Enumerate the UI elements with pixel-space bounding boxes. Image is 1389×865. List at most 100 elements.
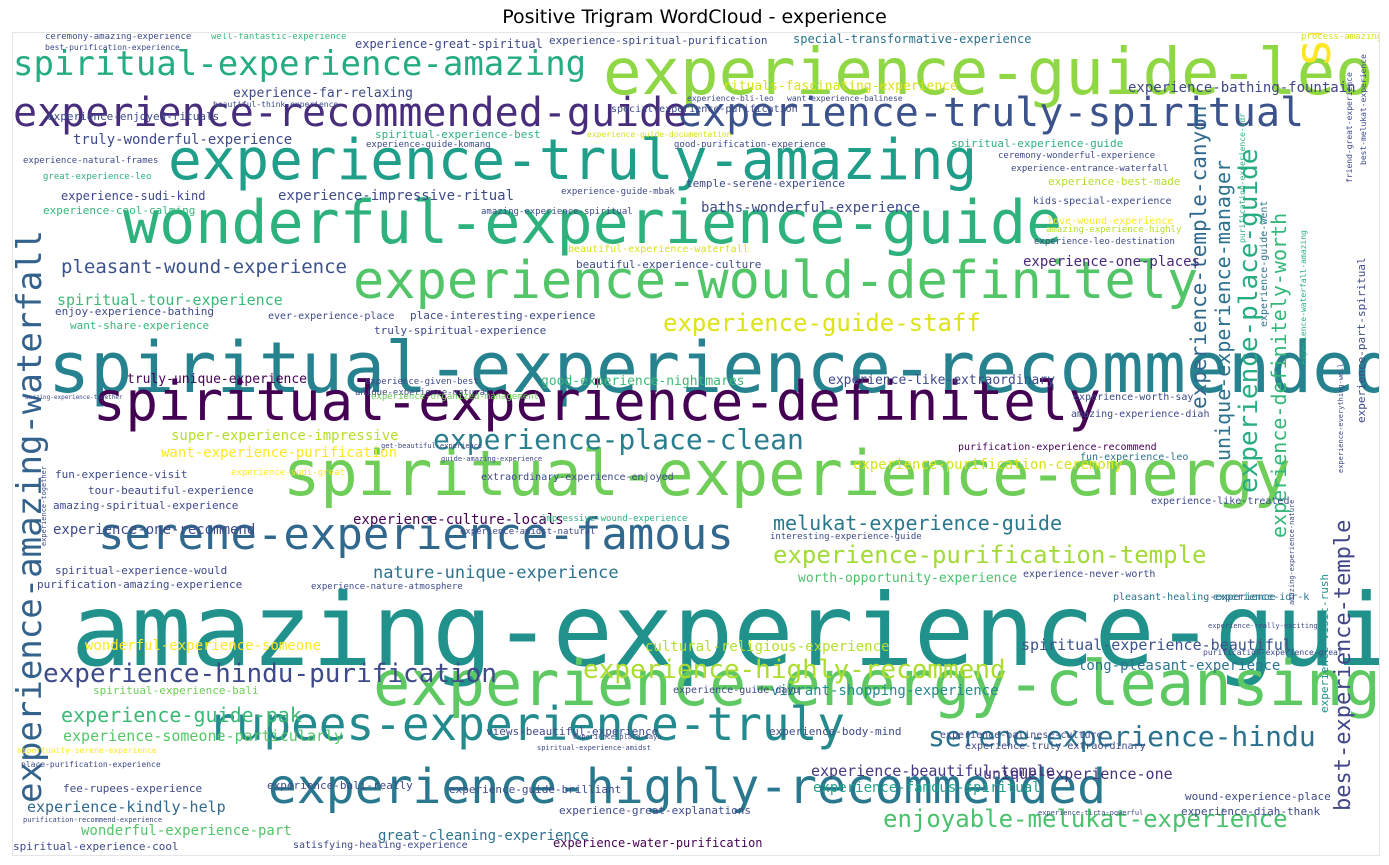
word-experience-far-relaxing: experience-far-relaxing (233, 86, 414, 101)
word-beautiful-experience-culture: beautiful-experience-culture (576, 258, 762, 271)
word-ceremony-amazing-experience: ceremony-amazing-experience (45, 32, 192, 42)
word-rituals-fascinating-experience: rituals-fascinating-experience (723, 79, 958, 94)
word-experience-one-recommend: experience-one-recommend (53, 522, 256, 538)
word-good-experience-nightmares: good-experience-nightmares (541, 374, 745, 389)
word-experience-together: experience-together (40, 465, 48, 546)
word-experience-one-places: experience-one-places (1023, 254, 1201, 270)
word-best-purification-experience: best-purification-experience (45, 43, 180, 52)
word-experience-energy-cleansing: experience-energy-cleansing (373, 647, 1380, 720)
word-guide-amazing-experience: guide-amazing-experience (441, 455, 543, 463)
word-experience-visit-rush: experience-visit-rush (1318, 573, 1331, 713)
word-experience-truly-amazing: experience-truly-amazing (168, 128, 978, 193)
word-experience-guide-mbak: experience-guide-mbak (561, 187, 675, 197)
word-baths-wonderful-experience: baths-wonderful-experience (701, 200, 921, 216)
word-worth-opportunity-experience: worth-opportunity-experience (798, 571, 1018, 586)
word-place-interesting-experience: place-interesting-experience (410, 309, 596, 322)
word-process-amazing-experience: process-amazing-experience (1301, 32, 1379, 42)
chart-title: Positive Trigram WordCloud - experience (502, 6, 887, 28)
word-amazing-experience-together: amazing-experience-together (25, 394, 123, 401)
word-amazing-experience-highly: amazing-experience-highly (1046, 225, 1182, 235)
word-experience-given-best: experience-given-best (365, 377, 479, 387)
word-best-experience-temple: best-experience-temple (1331, 519, 1356, 811)
word-want-share-experience: want-share-experience (70, 319, 210, 332)
word-experience-leo-destination: experience-leo-destination (1034, 237, 1175, 247)
word-fun-experience-visit: fun-experience-visit (55, 468, 188, 481)
word-wonderful-experience-guide: wonderful-experience-guide (123, 188, 1063, 258)
word-experience-place-clean: experience-place-clean (433, 423, 804, 456)
word-experience-never-worth: experience-never-worth (1023, 569, 1156, 580)
word-experience-everything-well: experience-everything-well (1337, 363, 1345, 473)
word-love-wound-experience: love-wound-experience (1047, 216, 1174, 227)
word-enjoyable-melukat-experience: enjoyable-melukat-experience (883, 805, 1288, 833)
word-experience-like-treated: experience-like-treated (1151, 496, 1290, 507)
word-well-fantastic-experience: well-fantastic-experience (211, 32, 347, 42)
word-friend-great-experience: friend-great-experience (1345, 72, 1354, 183)
word-place-purification-experience: place-purification-experience (21, 760, 161, 769)
word-experience-part-spiritual: experience-part-spiritual (1355, 257, 1368, 423)
word-experience-guide-leo: experience-guide-leo (603, 36, 1374, 110)
word-spiritual-experience-energy: spiritual-experience-energy (283, 437, 1291, 510)
word-pleasant-wound-experience: pleasant-wound-experience (61, 256, 347, 278)
word-experience-highly-recommended: experience-highly-recommended (268, 759, 1107, 815)
word-satisfying-healing-experience: satisfying-healing-experience (293, 840, 468, 851)
word-spiritual-experience-beautiful: spiritual-experience-beautiful (1021, 636, 1292, 654)
word-experience-guide-staff: experience-guide-staff (663, 309, 981, 337)
word-amazing-experience-guide: amazing-experience-guide (71, 572, 1380, 689)
word-fee-rupees-experience: fee-rupees-experience (63, 782, 203, 795)
word-experience-cool-calming: experience-cool-calming (43, 204, 196, 217)
word-experience-diah-thank: experience-diah-thank (1181, 805, 1321, 818)
word-wound-experience-place: wound-experience-place (1185, 790, 1331, 803)
word-truly-unique-experience: truly-unique-experience (127, 372, 308, 387)
word-unique-experience-natural: unique-experience-natural (355, 388, 491, 398)
word-purification-experience-great: purification-experience-great (1203, 648, 1343, 657)
word-experience-sudi-kind: experience-sudi-kind (61, 189, 206, 203)
word-want-experience-balinese: want-experience-balinese (787, 94, 903, 103)
word-amazing-experience-nature: amazing-experience-nature (1288, 499, 1296, 605)
word-tour-beautiful-experience: tour-beautiful-experience (88, 484, 254, 497)
word-amazing-spiritual-experience: amazing-spiritual-experience (53, 499, 239, 512)
word-experience-amidst-natural: experience-amidst-natural (460, 527, 596, 537)
word-special-transformative-experience: special-transformative-experience (793, 32, 1032, 46)
word-purification-experience-idr: purification-experience-idr (1238, 112, 1247, 243)
word-experience-truly-spiritual: experience-truly-spiritual (678, 90, 1305, 136)
word-experience-great-spiritual: experience-great-spiritual (355, 37, 543, 51)
word-spiritual-experience-guide: spiritual-experience-guide (951, 137, 1124, 150)
word-experience-nature-atmosphere: experience-nature-atmosphere (311, 582, 463, 592)
word-experience-worth-say: experience-worth-say (1073, 392, 1194, 403)
word-amazing-experience-spiritual: amazing-experience-spiritual (481, 207, 633, 217)
word-spiritual-experience-amazing: spiritual-experience-amazing (13, 44, 587, 84)
word-spiritual-experience-amidst: spiritual-experience-amidst (537, 744, 651, 752)
word-enjoy-experience-bathing: enjoy-experience-bathing (55, 305, 214, 318)
word-experience-enjoyed-rituals: experience-enjoyed-rituals (47, 110, 220, 123)
word-experience-famous-spiritual: experience-famous-spiritual (813, 780, 1041, 796)
word-experience-like-extraordinary: experience-like-extraordinary (828, 373, 1055, 388)
word-experience-bathing-fountain: experience-bathing-fountain (1128, 80, 1356, 96)
word-experience-beautiful-temple: experience-beautiful-temple (811, 762, 1055, 780)
word-experience-highly-recommend: experience-highly-recommend (583, 655, 1006, 685)
word-purification-experience-recommend: purification-experience-recommend (958, 442, 1157, 453)
word-want-experience-purification: want-experience-purification (161, 445, 398, 461)
word-experience-bali-really: experience-bali-really (267, 779, 413, 792)
word-serene-experience-hindu: serene-experience-hindu (928, 720, 1316, 753)
word-ceremony-wonderful-experience: ceremony-wonderful-experience (998, 151, 1156, 161)
word-serene-experience-famous: serene-experience-famous (98, 509, 734, 560)
word-experience-purification-temple: experience-purification-temple (773, 541, 1207, 569)
word-experience-tirta-powerful: experience-tirta-powerful (1038, 809, 1144, 817)
word-spiritual-experience-best: spiritual-experience-best (375, 128, 541, 141)
word-spiritual-experience-cool: spiritual-experience-cool (13, 840, 179, 853)
word-experience-guide-brilliant: experience-guide-brilliant (449, 783, 622, 796)
word-experience-entrance-waterfall: experience-entrance-waterfall (1011, 164, 1169, 174)
word-experience-hindu-purification: experience-hindu-purification (43, 659, 497, 689)
word-impressive-wound-experience: impressive-wound-experience (541, 514, 688, 524)
word-experience-great-explanations: experience-great-explanations (559, 804, 752, 817)
word-experience-truly-extraordinary: experience-truly-extraordinary (965, 741, 1146, 752)
word-experience-guide-dayu: experience-guide-dayu (673, 685, 800, 696)
word-spiritual-tour-experience: spiritual-tour-experience (57, 291, 283, 309)
word-experience-natural-frames: experience-natural-frames (23, 156, 159, 166)
word-unique-experience-manager: unique-experience-manager (1211, 159, 1235, 461)
word-spiritual-experience-bali: spiritual-experience-bali (93, 684, 259, 697)
word-melukat-experience-guide: melukat-experience-guide (773, 511, 1062, 535)
word-extraordinary-experience-enjoyed: extraordinary-experience-enjoyed (481, 472, 674, 483)
word-experience-culture-locals: experience-culture-locals (353, 512, 564, 528)
word-experience-guide-went: experience-guide-went (1259, 200, 1270, 327)
